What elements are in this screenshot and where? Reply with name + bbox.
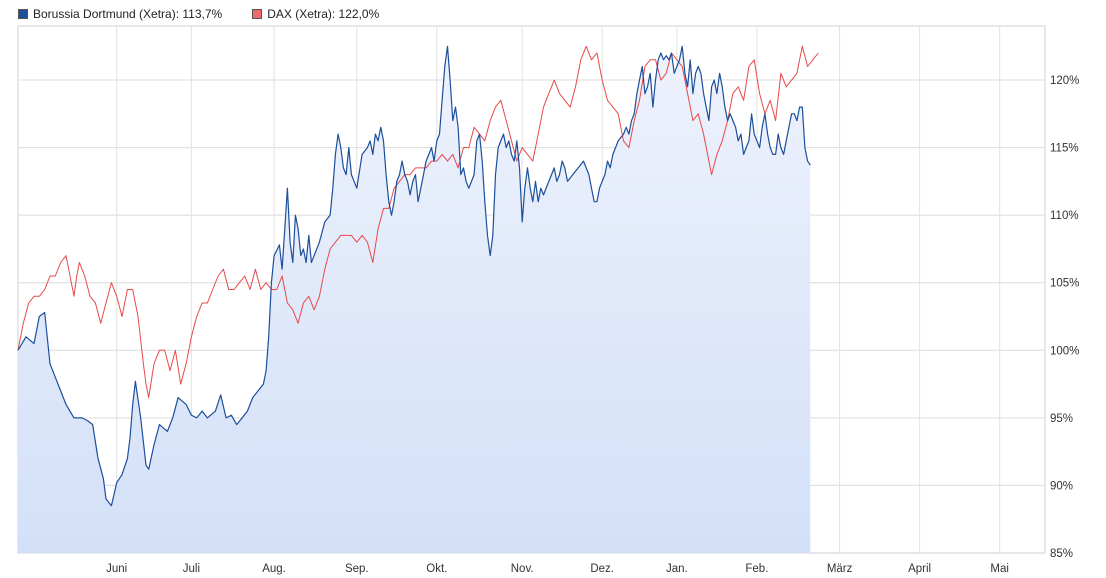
y-tick-label-5: 110%	[1050, 210, 1079, 222]
chart-axes: 85% 90% 95% 100% 105% 110% 115% 120% Juni Juli Aug…	[106, 75, 1079, 575]
y-tick-label-7: 120%	[1050, 75, 1079, 87]
x-tick-label-11: Mai	[990, 563, 1009, 575]
legend-swatch-borussia	[18, 9, 28, 19]
legend-label-dax: DAX (Xetra): 122,0%	[267, 7, 380, 21]
y-tick-label-4: 105%	[1050, 278, 1079, 290]
y-tick-label-3: 100%	[1050, 345, 1079, 357]
x-tick-label-3: Sep.	[345, 563, 369, 575]
y-tick-label-1: 90%	[1050, 480, 1073, 492]
chart-series	[17, 45, 819, 554]
series-area-0	[18, 46, 811, 554]
legend-item-borussia: Borussia Dortmund (Xetra): 113,7%	[18, 7, 222, 21]
x-tick-label-7: Jan.	[666, 563, 688, 575]
x-tick-label-0: Juni	[106, 563, 127, 575]
y-tick-label-2: 95%	[1050, 413, 1073, 425]
series-line-1	[17, 45, 819, 399]
x-tick-label-2: Aug.	[262, 563, 286, 575]
x-tick-label-6: Dez.	[590, 563, 614, 575]
chart-legend: Borussia Dortmund (Xetra): 113,7% DAX (X…	[18, 6, 409, 22]
x-tick-label-5: Nov.	[511, 563, 534, 575]
x-tick-label-1: Juli	[183, 563, 200, 575]
y-tick-label-6: 115%	[1050, 143, 1079, 155]
x-tick-label-4: Okt.	[426, 563, 447, 575]
x-tick-label-9: März	[827, 563, 853, 575]
y-tick-label-0: 85%	[1050, 548, 1073, 560]
legend-item-dax: DAX (Xetra): 122,0%	[252, 7, 379, 21]
series-line-0	[17, 45, 811, 507]
legend-swatch-dax	[252, 9, 263, 19]
x-tick-label-10: April	[908, 563, 931, 575]
legend-label-borussia: Borussia Dortmund (Xetra): 113,7%	[33, 7, 223, 21]
x-tick-label-8: Feb.	[745, 563, 768, 575]
